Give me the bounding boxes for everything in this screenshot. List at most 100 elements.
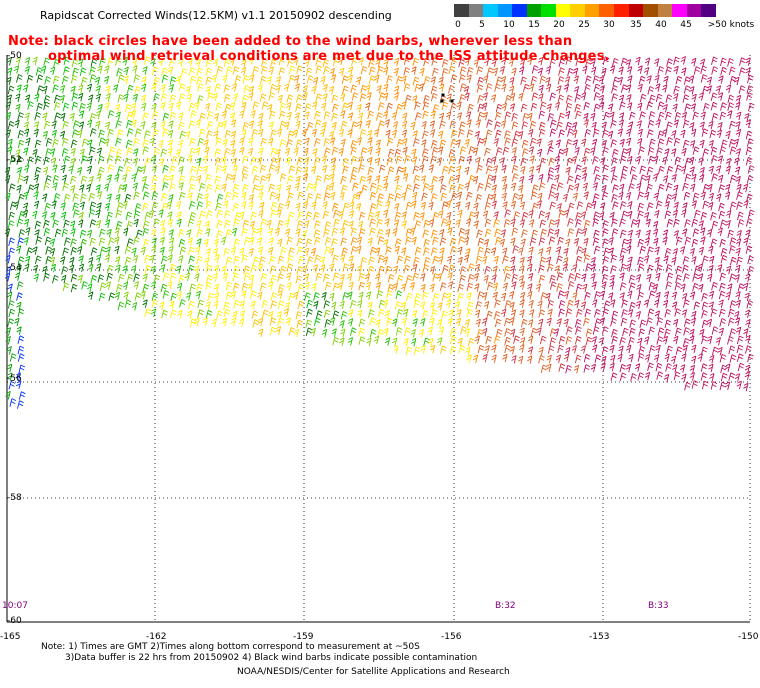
wind-barb [15,372,21,381]
wind-barb [450,74,458,83]
wind-barb [17,308,25,318]
wind-barb [538,182,546,191]
wind-barb [150,184,157,193]
wind-barb [698,174,705,183]
wind-barb [643,255,650,264]
wind-barb [634,219,641,228]
wind-barb [323,309,331,319]
wind-barb [115,209,123,219]
wind-barb [187,57,193,67]
wind-barb [7,283,13,293]
wind-barb [629,319,637,329]
wind-barb [601,273,609,283]
wind-barb [223,301,230,311]
wind-barb [61,274,67,284]
wind-barb [526,255,533,265]
wind-barb [725,165,731,175]
wind-barb [242,183,249,193]
wind-barb [584,75,592,84]
wind-barb [438,175,444,185]
wind-barb [539,101,547,111]
wind-barb [393,202,400,212]
wind-barb [410,337,417,347]
wind-barb [70,74,78,84]
wind-barb [104,102,110,111]
wind-barb [144,157,152,167]
wind-barb [7,120,15,130]
wind-barb [295,275,303,284]
wind-barb [196,193,204,202]
wind-barb [97,274,105,283]
wind-barb [196,157,202,167]
wind-barb [34,255,42,265]
wind-barb [535,164,542,174]
wind-barb [458,128,465,138]
wind-barb [71,101,79,111]
wind-barb [358,281,366,291]
wind-barb [508,58,515,67]
wind-barb [314,220,321,229]
wind-barb [549,281,557,290]
wind-barb [637,202,645,212]
wind-barb [694,209,701,219]
wind-barb [286,139,293,148]
wind-barb [592,237,600,246]
wind-barb [431,229,438,239]
wind-barb [608,247,614,256]
wind-barb [675,164,682,174]
wind-barb [294,182,300,192]
wind-barb [105,281,111,290]
wind-barb [637,353,645,362]
wind-barb [584,58,592,68]
wind-barb [17,335,25,344]
wind-barb [637,191,644,200]
attitude-note-line-1: Note: black circles have been added to t… [8,34,573,49]
wind-barb [522,83,530,93]
wind-barb [492,265,498,275]
wind-barb [556,318,562,327]
wind-barb [664,328,671,338]
wind-barb [682,182,689,192]
wind-barb [78,121,85,130]
wind-barb [664,247,672,257]
wind-barb [457,292,464,302]
wind-barb [429,120,436,129]
wind-barb [8,183,16,192]
wind-barb [503,219,511,228]
wind-barb [438,228,445,238]
wind-barb [169,94,177,103]
wind-barb [683,318,691,327]
wind-barb [509,76,515,86]
wind-barb [142,220,150,230]
wind-barb [421,291,429,301]
wind-barb [711,112,719,122]
wind-barb [277,290,283,299]
wind-barb [662,84,668,93]
wind-barb [115,120,122,129]
wind-barb [32,148,38,158]
wind-barb [520,157,528,167]
wind-barb [151,237,157,247]
wind-barb [662,175,669,184]
wind-barb [122,227,129,237]
wind-barb [382,175,389,185]
wind-barb [168,84,174,93]
wind-barb [401,129,408,139]
wind-barb [286,94,294,103]
wind-barb [558,129,566,138]
wind-barb [689,364,696,374]
wind-barb [617,353,623,363]
wind-barb [169,300,175,310]
wind-barb [33,121,40,130]
wind-barb [727,317,735,327]
wind-barb [510,218,516,228]
wind-barb [232,282,240,292]
wind-barb [573,364,580,374]
wind-barb [538,309,546,318]
wind-barb [665,281,673,290]
wind-barb [681,111,688,121]
wind-barb [96,147,102,157]
wind-barb [423,238,431,248]
wind-barb [682,344,688,354]
wind-barb [350,227,358,237]
